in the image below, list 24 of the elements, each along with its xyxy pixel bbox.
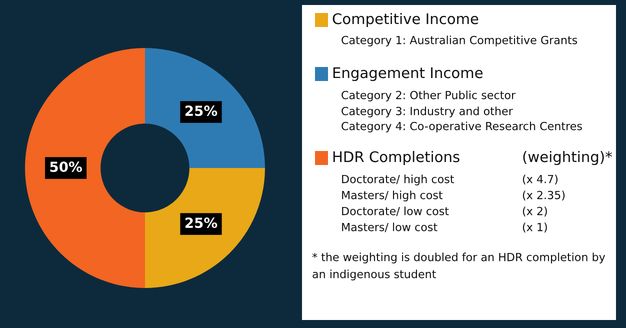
legend-label: HDR Completions	[333, 150, 460, 166]
text: (x 2.35)	[522, 190, 565, 201]
text: Category 3: Industry and other	[342, 106, 513, 118]
text: Doctorate/ low cost	[342, 206, 449, 216]
data-label: 25%	[185, 218, 218, 228]
text: Category 2: Other Public sector	[342, 90, 516, 102]
text: Masters/ high cost	[342, 190, 443, 202]
text: (weighting)*	[523, 150, 612, 166]
data-label: 50%	[50, 162, 82, 172]
text: (x 1)	[522, 222, 547, 233]
text: * the weighting is doubled for an HDR completion by	[312, 252, 606, 264]
text: (x 4.7)	[522, 174, 558, 185]
text: an indigenous student	[312, 270, 436, 280]
data-label: 25%	[185, 106, 218, 116]
text: Doctorate/ high cost	[342, 174, 454, 186]
legend-label: Competitive Income	[332, 12, 478, 28]
donut-slice	[25, 48, 145, 288]
text: Category 4: Co-operative Research Centres	[342, 122, 582, 132]
donut-slice	[145, 48, 265, 168]
text: (x 2)	[522, 206, 547, 217]
legend-label: Engagement Income	[333, 67, 483, 82]
text: Masters/ low cost	[342, 222, 438, 232]
text: Category 1: Australian Competitive Grants	[342, 36, 578, 46]
donut-slice	[145, 168, 265, 288]
